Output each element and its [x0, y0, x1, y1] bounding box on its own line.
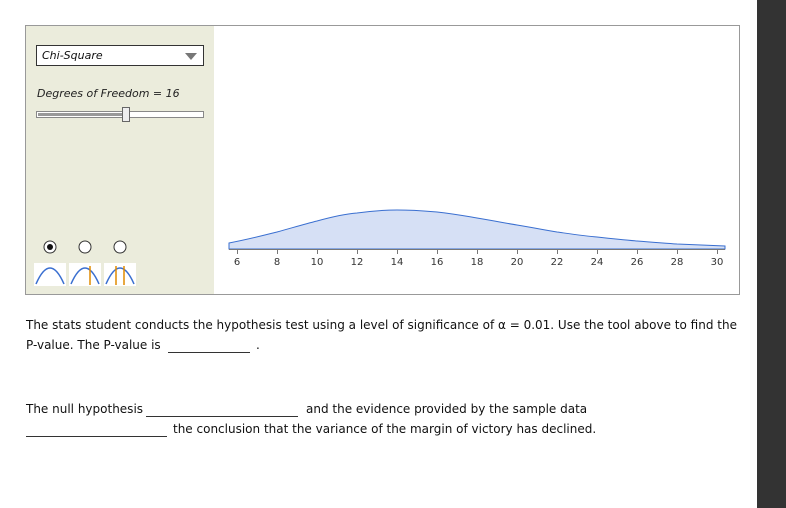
icon-box — [69, 263, 101, 286]
question-text: P-value. The P-value is — [26, 338, 161, 352]
df-label: Degrees of Freedom = 16 — [37, 87, 180, 100]
scrollbar-area — [757, 0, 786, 508]
dropdown-value[interactable]: Chi-Square — [42, 49, 103, 62]
slider-thumb[interactable] — [122, 107, 130, 122]
distribution-dropdown[interactable]: Chi-Square — [36, 45, 204, 66]
question-text: . — [256, 338, 260, 352]
icon-curve — [105, 267, 135, 285]
dropdown-arrow[interactable] — [185, 53, 197, 60]
icon-box — [34, 263, 66, 286]
radio-dot — [47, 244, 53, 250]
radio[interactable] — [113, 240, 127, 254]
x-tick-label: 30 — [711, 257, 724, 268]
x-tick-label: 12 — [351, 257, 364, 268]
mode-icons — [34, 263, 136, 286]
x-tick-label: 20 — [511, 257, 524, 268]
answer-blank[interactable] — [168, 352, 250, 353]
question-text: the conclusion that the variance of the … — [173, 422, 597, 436]
answer-blank[interactable] — [146, 416, 298, 417]
x-tick-label: 10 — [311, 257, 324, 268]
x-tick-label: 14 — [391, 257, 404, 268]
distribution-tool: Chi-Square Degrees of Freedom = 16 6 8 10 1… — [25, 25, 740, 295]
control-panel — [26, 26, 214, 294]
icon-box — [104, 263, 136, 286]
icon-curve — [70, 267, 100, 285]
dropdown-box[interactable] — [36, 45, 204, 66]
slider-fill — [38, 113, 126, 116]
question-text: and the evidence provided by the sample … — [306, 402, 588, 416]
density-curve — [228, 209, 726, 250]
x-tick-label: 8 — [274, 257, 280, 268]
icon-curve — [35, 267, 65, 285]
df-slider[interactable] — [36, 107, 204, 122]
x-tick-label: 18 — [471, 257, 484, 268]
x-tick-label: 6 — [234, 257, 240, 268]
x-tick-label: 16 — [431, 257, 444, 268]
question-text: The null hypothesis — [26, 402, 144, 416]
x-tick-label: 24 — [591, 257, 604, 268]
x-tick-label: 28 — [671, 257, 684, 268]
x-tick-label: 22 — [551, 257, 564, 268]
question-text: The stats student conducts the hypothesi… — [26, 318, 737, 332]
x-tick-label: 26 — [631, 257, 644, 268]
radio[interactable] — [78, 240, 92, 254]
answer-blank[interactable] — [26, 436, 167, 437]
